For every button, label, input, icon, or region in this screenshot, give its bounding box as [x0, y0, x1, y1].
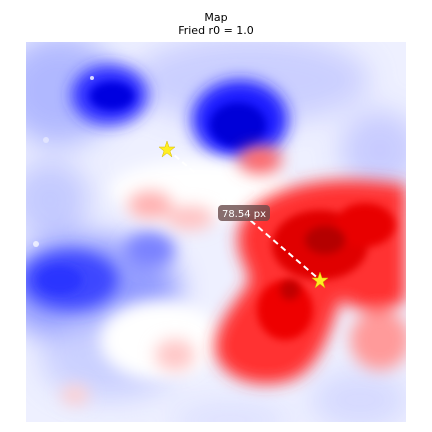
end-star-icon[interactable] — [311, 271, 329, 289]
map-image — [26, 42, 406, 422]
start-star-icon[interactable] — [158, 140, 176, 158]
measurement-label: 78.54 px — [218, 205, 270, 221]
measurement-value: 78.54 px — [222, 209, 266, 220]
figure-subtitle: Fried r0 = 1.0 — [178, 24, 254, 37]
figure-title: Map — [204, 11, 228, 24]
